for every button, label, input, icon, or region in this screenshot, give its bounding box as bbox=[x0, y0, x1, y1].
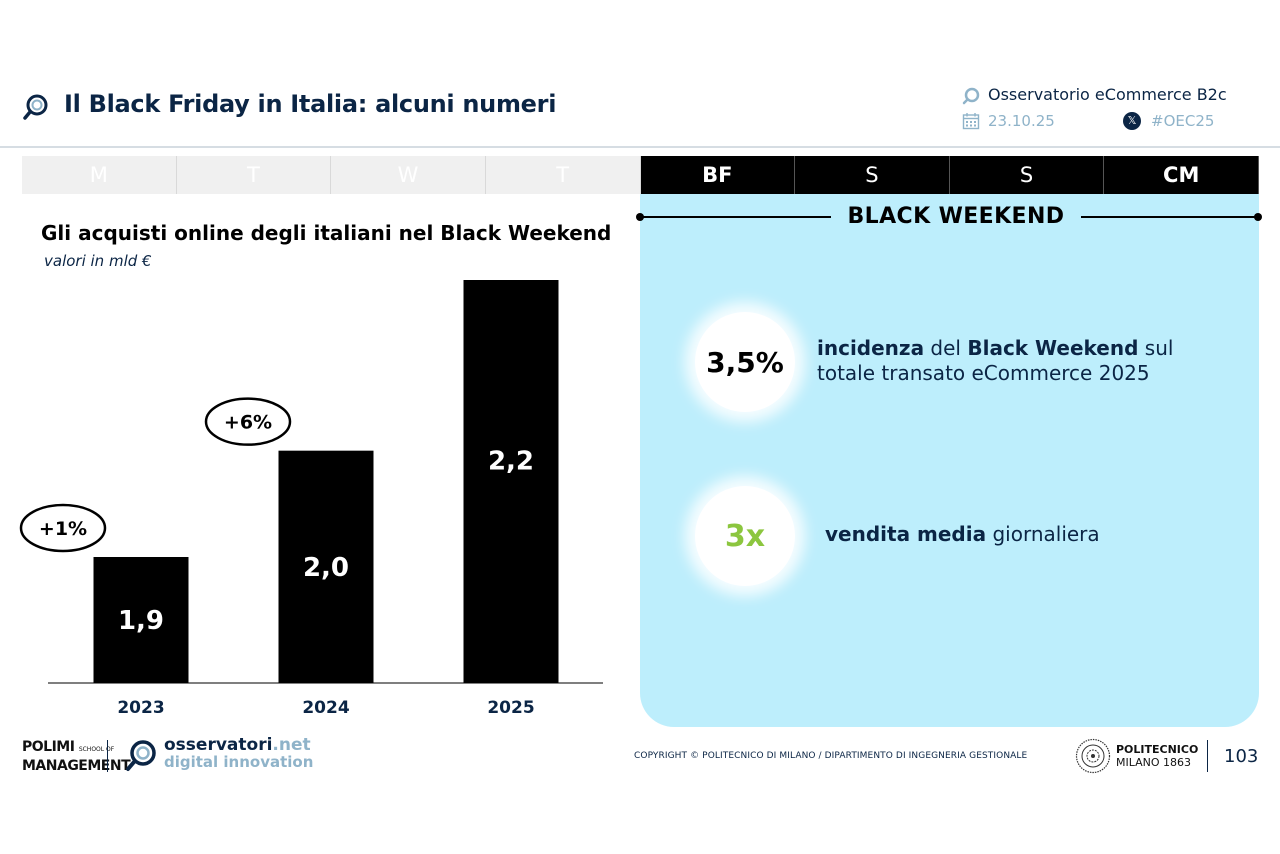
observatory-name: Osservatorio eCommerce B2c bbox=[988, 85, 1227, 104]
polimi-logo-line1: POLIMI bbox=[22, 739, 75, 755]
osservatori-logo-suffix: .net bbox=[272, 735, 311, 755]
header-divider bbox=[0, 146, 1280, 148]
black-weekend-line-dot-right bbox=[1254, 213, 1262, 221]
footer-separator bbox=[107, 740, 108, 772]
bar-2024 bbox=[278, 450, 374, 683]
day-cell-6: S bbox=[949, 156, 1105, 194]
day-cell-2: W bbox=[331, 156, 486, 194]
stat-multiplier-circle: 3x bbox=[695, 486, 795, 586]
stat-share-circle: 3,5% bbox=[695, 312, 795, 412]
growth-bubble bbox=[19, 503, 107, 553]
stat-multiplier-text: vendita media giornaliera bbox=[825, 522, 1100, 546]
stat-multiplier-rest: giornaliera bbox=[986, 522, 1100, 546]
bar-value-label: 1,9 bbox=[118, 606, 164, 636]
growth-label: +6% bbox=[224, 412, 272, 434]
stat-share-text2: sul totale transato eCommerce 2025 bbox=[817, 336, 1174, 385]
osservatori-logo-text: osservatori.net bbox=[164, 736, 311, 754]
page-number-separator bbox=[1207, 740, 1208, 772]
chart-subtitle: valori in mld € bbox=[44, 252, 152, 270]
day-cell-7: CM bbox=[1104, 156, 1259, 194]
bar-value-label: 2,2 bbox=[488, 447, 534, 477]
x-tick-label: 2023 bbox=[117, 698, 164, 718]
politecnico-name: POLITECNICO bbox=[1116, 743, 1199, 756]
page-number: 103 bbox=[1224, 746, 1259, 767]
stat-share-bold2: Black Weekend bbox=[967, 336, 1139, 360]
black-weekend-label: BLACK WEEKEND bbox=[831, 202, 1081, 232]
stat-share-text1: del bbox=[924, 336, 968, 360]
x-logo-icon: 𝕏 bbox=[1123, 112, 1141, 130]
x-tick-label: 2025 bbox=[487, 698, 534, 718]
chart-title: Gli acquisti online degli italiani nel B… bbox=[41, 221, 612, 245]
polimi-logo-small: SCHOOL OF bbox=[78, 746, 115, 753]
stat-share-bold1: incidenza bbox=[817, 336, 925, 360]
growth-label: +1% bbox=[39, 518, 87, 540]
day-cell-3: T bbox=[485, 156, 641, 194]
growth-bubble bbox=[204, 397, 292, 446]
polimi-logo: POLIMI SCHOOL OF MANAGEMENT bbox=[22, 739, 131, 775]
day-cell-1: T bbox=[176, 156, 332, 194]
copyright-text: COPYRIGHT © POLITECNICO DI MILANO / DIPA… bbox=[634, 751, 1028, 761]
bar-2025 bbox=[463, 280, 559, 683]
osservatori-logo-sub: digital innovation bbox=[164, 753, 314, 771]
day-cell-5: S bbox=[795, 156, 950, 194]
day-cell-0: M bbox=[22, 156, 177, 194]
osservatori-logo-icon bbox=[126, 740, 156, 771]
stat-multiplier-bold: vendita media bbox=[825, 522, 987, 546]
days-bar: M T W T BF S S CM bbox=[22, 156, 1259, 194]
x-tick-label: 2024 bbox=[302, 698, 349, 718]
osservatori-logo-main: osservatori bbox=[164, 735, 273, 755]
date-label: 23.10.25 bbox=[988, 112, 1055, 130]
politecnico-seal-icon bbox=[1075, 738, 1111, 774]
politecnico-logo-text: POLITECNICO MILANO 1863 bbox=[1116, 743, 1198, 769]
search-loop-icon bbox=[23, 94, 48, 120]
bar-value-label: 2,0 bbox=[303, 553, 349, 583]
polimi-logo-line2: MANAGEMENT bbox=[22, 758, 131, 774]
calendar-icon bbox=[962, 113, 980, 130]
observatory-icon bbox=[962, 87, 980, 105]
bar-2023 bbox=[93, 557, 189, 683]
black-weekend-line-dot-left bbox=[636, 213, 644, 221]
day-cell-4: BF bbox=[640, 156, 796, 194]
black-weekend-panel bbox=[640, 194, 1259, 727]
hashtag-label: #OEC25 bbox=[1151, 112, 1215, 130]
page-title: Il Black Friday in Italia: alcuni numeri bbox=[64, 90, 557, 118]
politecnico-milano: MILANO 1863 bbox=[1116, 756, 1192, 769]
stat-share-text: incidenza del Black Weekend sul totale t… bbox=[817, 336, 1217, 386]
